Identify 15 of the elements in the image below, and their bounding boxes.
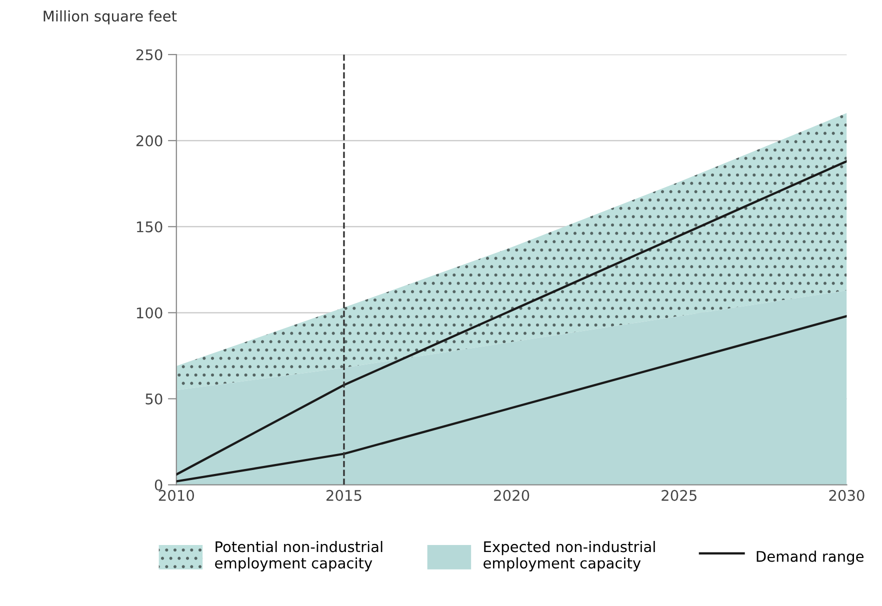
y-axis-title: Million square feet — [44, 10, 177, 24]
y-tick-label: 150 — [136, 221, 162, 232]
x-tick-label: 2010 — [158, 490, 194, 501]
x-tick-label: 2025 — [662, 490, 696, 501]
x-tick-label: 2020 — [494, 490, 530, 501]
y-tick-label: 100 — [136, 307, 162, 318]
legend-label: Demand range — [756, 550, 864, 565]
y-tick-label: 200 — [136, 135, 162, 146]
x-tick-label: 2030 — [829, 490, 864, 501]
y-tick-label: 50 — [146, 393, 162, 404]
legend-label: Expected non-industrial employment capacity — [484, 540, 655, 572]
y-tick-label: 0 — [154, 480, 162, 491]
legend-label: Potential non-industrial employment capacity — [215, 540, 382, 572]
y-tick-label: 250 — [136, 49, 162, 60]
x-tick-label: 2015 — [326, 490, 362, 501]
